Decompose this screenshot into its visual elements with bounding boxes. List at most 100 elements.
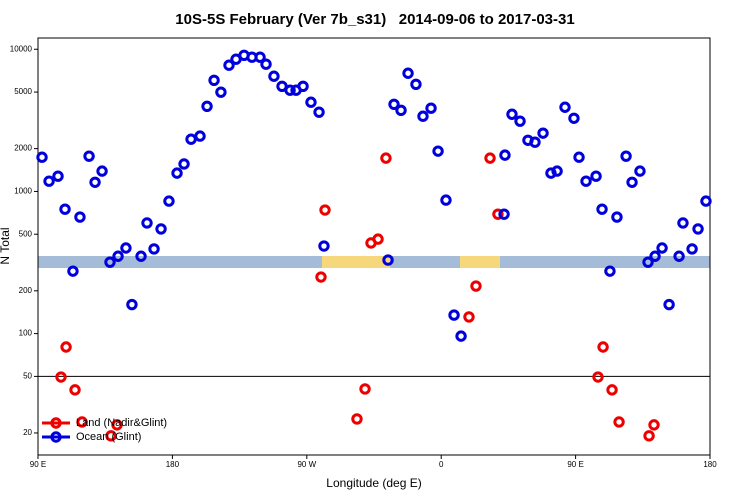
point [297, 80, 309, 92]
point [514, 115, 526, 127]
point [380, 152, 392, 164]
point [104, 256, 116, 268]
point [440, 194, 452, 206]
y-tick-label: 10000 [10, 44, 33, 53]
x-tick-label: 90 E [567, 460, 583, 469]
point [470, 280, 482, 292]
x-tick-label: 90 E [30, 460, 46, 469]
point [592, 371, 604, 383]
point [506, 108, 518, 120]
point [55, 371, 67, 383]
point [315, 271, 327, 283]
point [126, 298, 138, 311]
point [372, 233, 384, 245]
point [171, 167, 183, 179]
point [268, 70, 280, 82]
point [313, 106, 325, 118]
point [351, 413, 363, 425]
point [611, 211, 623, 223]
point [410, 78, 422, 90]
point [74, 211, 86, 223]
y-tick-label: 5000 [14, 87, 32, 96]
point [606, 384, 618, 396]
point [148, 243, 160, 255]
point [105, 430, 117, 442]
point [634, 165, 646, 177]
point [60, 341, 72, 353]
point [573, 151, 585, 163]
point [492, 208, 504, 220]
x-tick-label: 180 [703, 460, 717, 469]
point [432, 145, 444, 157]
point [448, 309, 460, 321]
point [43, 175, 55, 187]
point [596, 203, 608, 215]
point [620, 150, 632, 162]
point [613, 416, 625, 428]
point [382, 254, 394, 266]
point [163, 195, 175, 207]
point [36, 151, 48, 163]
x-tick-label: 180 [166, 460, 180, 469]
point [359, 383, 371, 395]
point [545, 167, 557, 179]
point [425, 102, 437, 114]
point [254, 51, 266, 63]
point [604, 265, 616, 277]
point [537, 127, 549, 139]
point [318, 240, 330, 252]
legend-label: Ocean (Glint) [76, 431, 141, 443]
point [677, 217, 689, 229]
point [568, 112, 580, 124]
point [686, 243, 698, 255]
y-tick-label: 200 [19, 286, 33, 295]
point [83, 150, 95, 162]
point [120, 242, 132, 254]
y-tick-label: 1000 [14, 187, 32, 196]
point [69, 384, 81, 396]
point [111, 419, 123, 431]
point [194, 130, 206, 142]
legend-marker [50, 417, 62, 429]
point [135, 250, 147, 262]
point [319, 204, 331, 216]
point [463, 311, 475, 323]
point [223, 59, 235, 71]
point [178, 158, 190, 170]
point [155, 223, 167, 235]
point [208, 74, 220, 86]
point [499, 149, 511, 161]
point [89, 176, 101, 188]
point [642, 256, 654, 268]
plot-frame [37, 37, 711, 456]
point [626, 176, 638, 188]
land-patch [322, 256, 390, 268]
point [559, 101, 571, 113]
point [260, 58, 272, 70]
point [76, 416, 88, 428]
y-tick-label: 50 [23, 372, 32, 381]
point [649, 250, 661, 262]
point [673, 250, 685, 262]
point [484, 152, 496, 164]
point [700, 195, 712, 207]
point [215, 86, 227, 98]
point [395, 104, 407, 117]
point [52, 170, 64, 182]
point [112, 250, 124, 262]
land-patch [460, 256, 500, 268]
point [96, 165, 108, 177]
legend-label: Land (Nadir&Glint) [76, 417, 167, 429]
point [498, 208, 510, 220]
point [201, 100, 213, 112]
point [580, 175, 592, 187]
y-tick-label: 100 [19, 329, 33, 338]
y-axis-label: N Total [0, 227, 12, 264]
point [529, 136, 541, 148]
point [590, 170, 602, 182]
point [455, 330, 467, 342]
point [185, 133, 197, 145]
point [67, 265, 79, 277]
point [648, 419, 660, 431]
